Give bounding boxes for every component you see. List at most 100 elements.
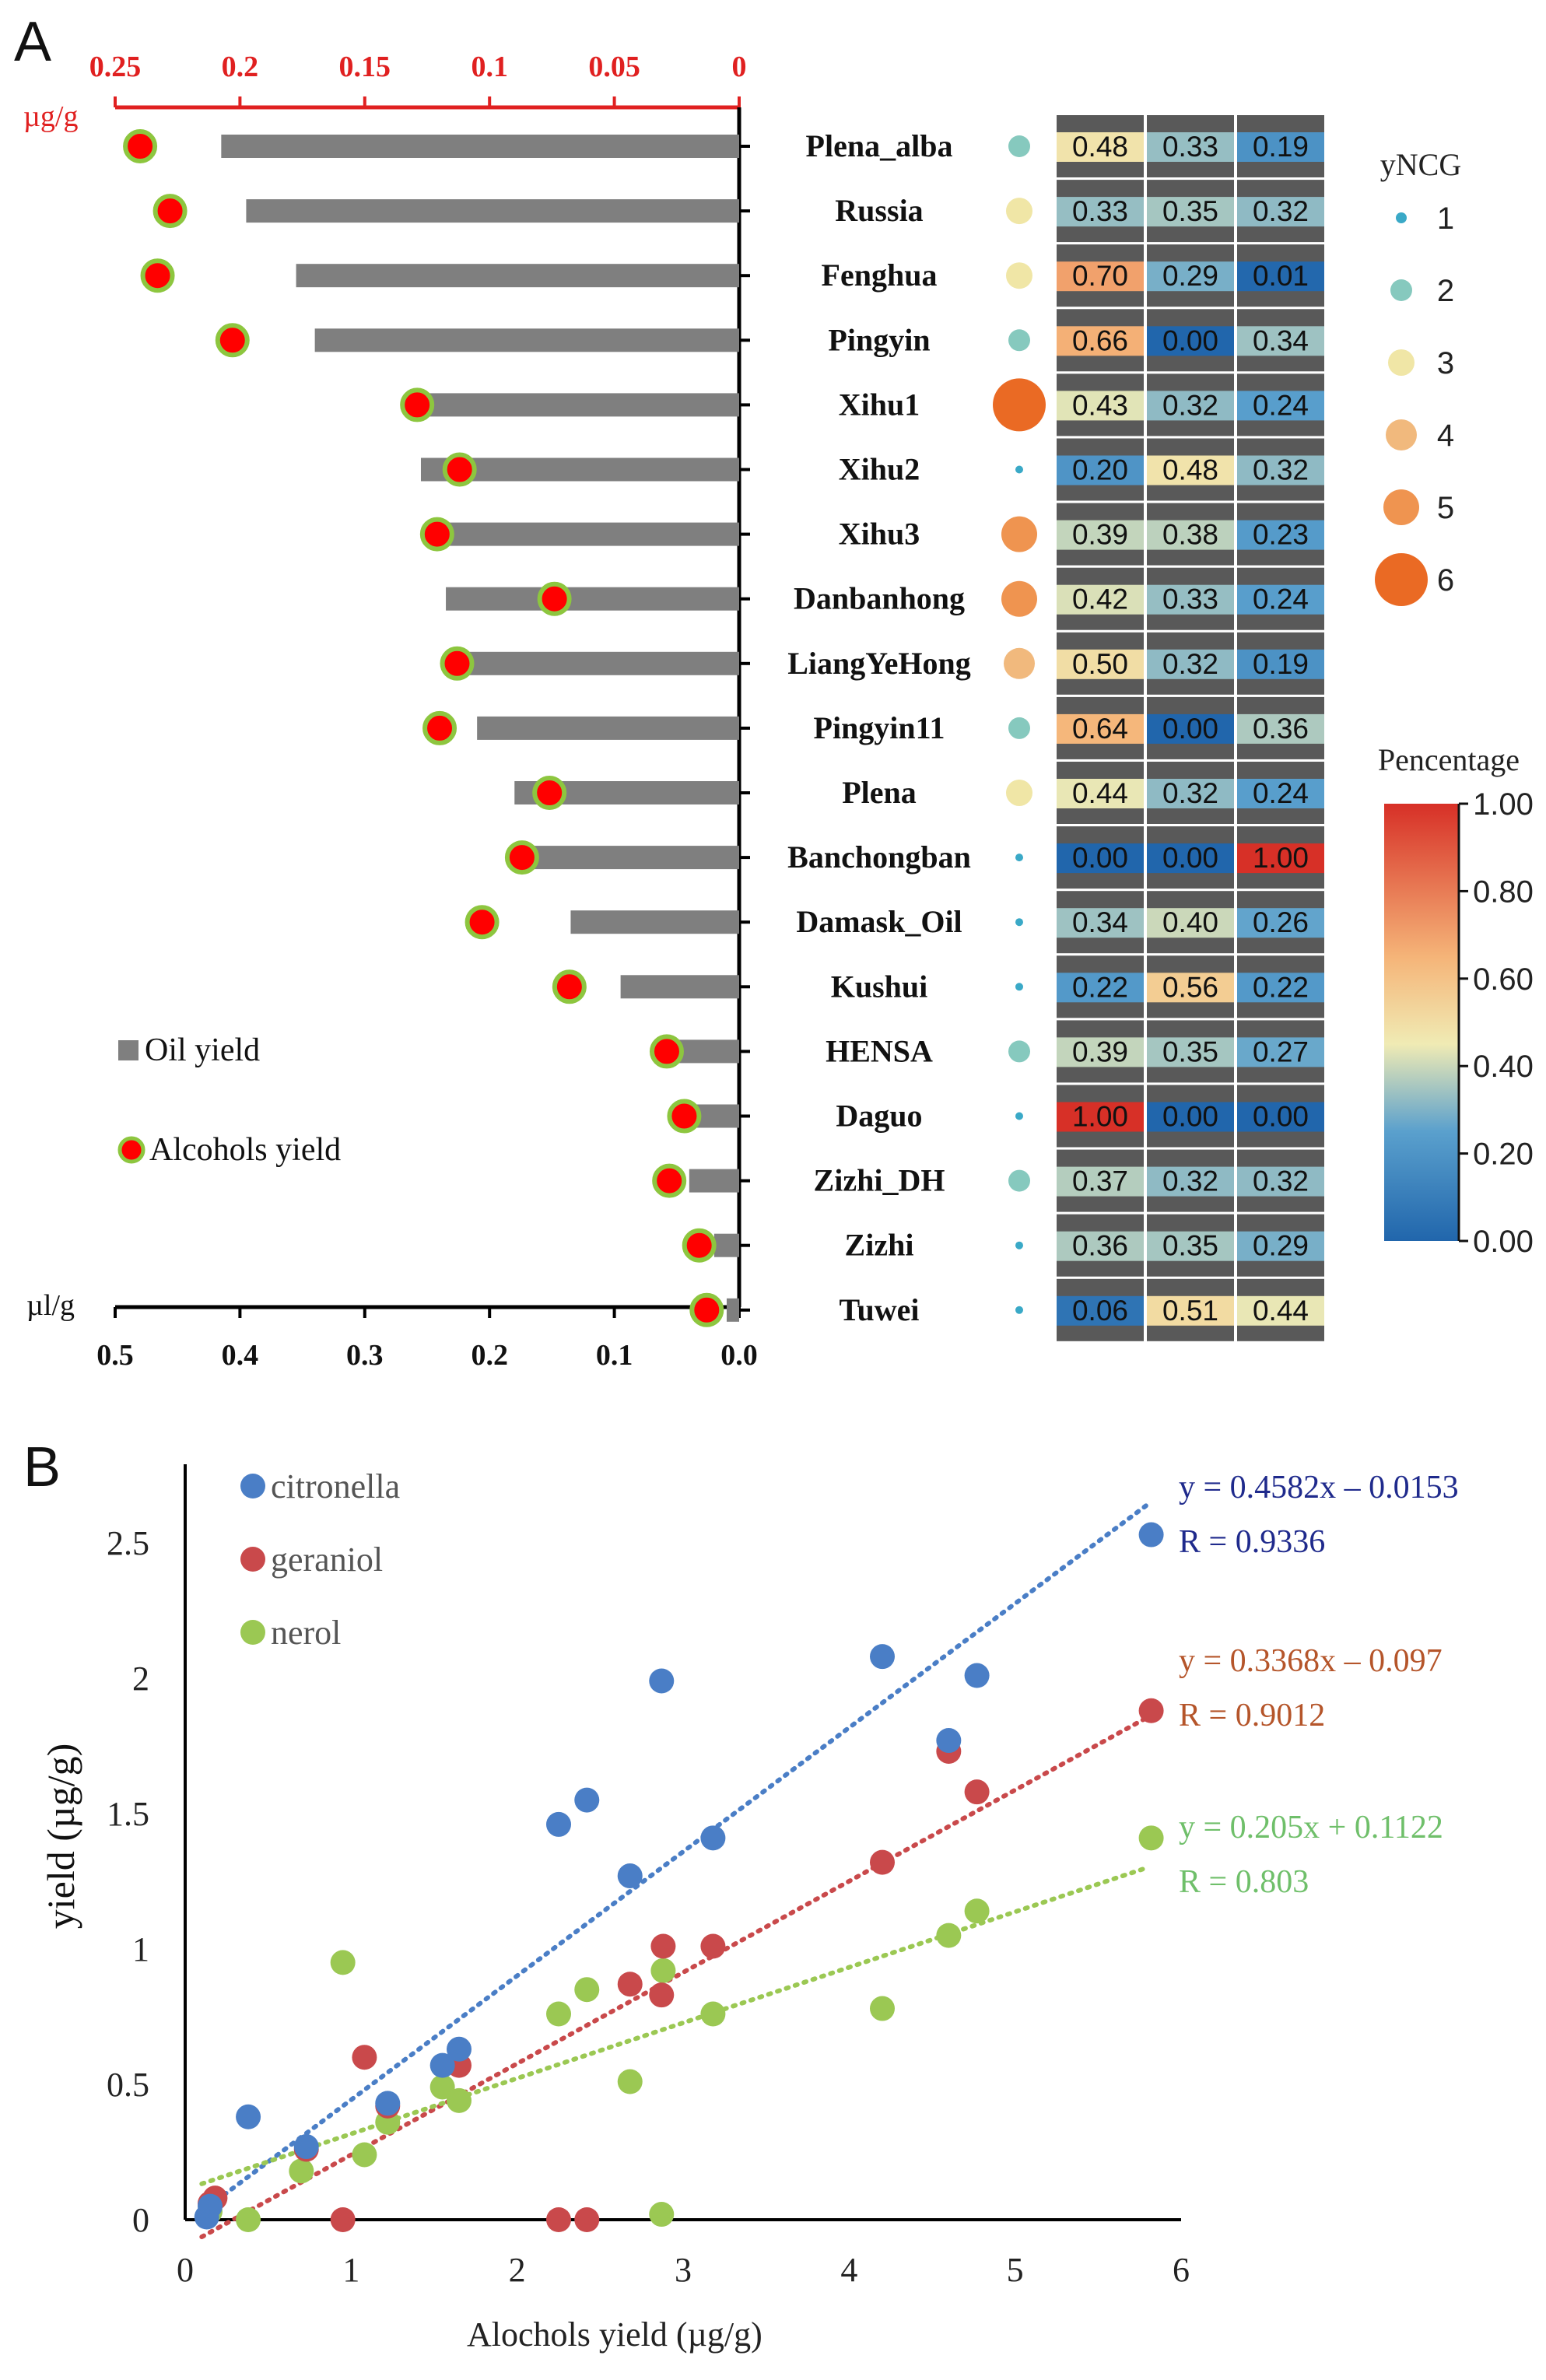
percentage-colorbar: Pencentage 1.00 0.80 0.60 0.40 0.20 0.00 — [1378, 742, 1534, 1259]
alcohols-yield-dot — [682, 1228, 717, 1263]
heatmap-value: 0.35 — [1162, 1230, 1218, 1262]
citronella-point — [429, 2052, 455, 2078]
top-axis-tick-label: 0.05 — [588, 51, 640, 83]
heatmap-cell — [1057, 1166, 1144, 1197]
heatmap-value: 0.50 — [1072, 648, 1128, 680]
heatmap-cell — [1147, 1037, 1234, 1067]
citronella-r-value: R = 0.9336 — [1179, 1524, 1325, 1560]
yncg-legend-label: 2 — [1437, 274, 1454, 308]
y-tick-label: 1.5 — [107, 1795, 149, 1833]
cultivar-label: Xihu2 — [839, 452, 920, 487]
heatmap-cell — [1147, 713, 1234, 744]
nerol-point — [1138, 1825, 1164, 1851]
geraniol-trend-line — [199, 1714, 1151, 2240]
heatmap-value: 0.36 — [1072, 1230, 1128, 1262]
nerol-point — [289, 2158, 314, 2184]
heatmap-cell — [1147, 779, 1234, 808]
oil-yield-bar — [620, 975, 739, 999]
cultivar-label: Xihu3 — [839, 517, 920, 552]
heatmap-cell — [1147, 391, 1234, 421]
heatmap-cell — [1237, 1102, 1324, 1132]
heatmap-value: 0.19 — [1253, 648, 1309, 680]
y-tick-label: 2.5 — [107, 1524, 149, 1562]
oil-yield-bar — [221, 135, 740, 158]
heatmap-value: 0.64 — [1072, 713, 1128, 745]
nerol-trend-line — [199, 1865, 1151, 2186]
citronella-point — [546, 1811, 571, 1837]
oil-yield-bar — [726, 1298, 739, 1322]
heatmap-value: 0.33 — [1162, 584, 1218, 615]
alcohols-yield-dot — [652, 1163, 687, 1198]
heatmap-value: 0.48 — [1162, 454, 1218, 486]
oil-yield-bar — [713, 1233, 739, 1257]
nerol-point — [574, 1977, 600, 2003]
x-axis-title: Alochols yield (µg/g) — [467, 2315, 762, 2354]
alcohols-yield-dot — [532, 776, 567, 810]
nerol-point — [447, 2087, 472, 2113]
geraniol-point — [1138, 1698, 1164, 1723]
alcohols-yield-dot — [422, 710, 457, 745]
oil-yield-bar — [689, 1169, 739, 1193]
alcohols-yield-dot — [465, 905, 500, 940]
heatmap-value: 1.00 — [1072, 1101, 1128, 1133]
oil-yield-bar — [296, 264, 740, 288]
heatmap-value: 0.39 — [1072, 1036, 1128, 1067]
heatmap-value: 0.44 — [1072, 777, 1128, 809]
yncg-legend-circle — [1390, 279, 1412, 301]
heatmap-cell — [1057, 520, 1144, 550]
heatmap-value: 0.00 — [1072, 842, 1128, 874]
colorbar-tick-label: 0.20 — [1473, 1137, 1534, 1172]
heatmap-value: 0.32 — [1253, 195, 1309, 227]
colorbar-tick-label: 1.00 — [1473, 787, 1534, 822]
heatmap-value: 0.23 — [1253, 519, 1309, 551]
citronella-trend-line — [199, 1502, 1151, 2214]
cultivar-label: Pingyin11 — [814, 710, 945, 745]
x-tick-label: 0 — [177, 2251, 194, 2289]
colorbar-tick-label: 0.60 — [1473, 962, 1534, 997]
heatmap-cell — [1237, 520, 1324, 550]
yncg-circle — [1015, 465, 1023, 474]
heatmap-cell — [1147, 843, 1234, 874]
top-axis-unit: µg/g — [23, 100, 78, 133]
heatmap-value: 0.36 — [1253, 713, 1309, 745]
x-tick-label: 1 — [342, 2251, 359, 2289]
cultivar-label: Damask_Oil — [796, 904, 962, 939]
citronella-point — [198, 2193, 223, 2219]
y-tick-label: 1 — [132, 1930, 149, 1968]
bottom-axis-tick-label: 0.5 — [96, 1339, 134, 1372]
heatmap-cell — [1237, 1295, 1324, 1326]
alcohols-yield-dot — [504, 840, 539, 875]
citronella-point — [617, 1863, 643, 1889]
heatmap-value: 0.32 — [1253, 454, 1309, 486]
bottom-axis-tick-label: 0.2 — [471, 1339, 508, 1372]
citronella-point — [375, 2091, 401, 2116]
nerol-point — [236, 2207, 261, 2232]
yncg-circle — [1006, 780, 1032, 806]
geraniol-point — [617, 1972, 643, 1997]
alcohols-yield-dot — [215, 323, 250, 358]
heatmap-cell — [1237, 1037, 1324, 1067]
heatmap-cell — [1147, 1231, 1234, 1261]
oil-yield-bar — [420, 393, 739, 417]
panel-label-b: B — [23, 1436, 61, 1498]
heatmap-value: 0.00 — [1253, 1101, 1309, 1133]
heatmap-cell — [1237, 713, 1324, 744]
heatmap-cell — [1057, 779, 1144, 808]
oil-yield-bar — [440, 522, 739, 546]
heatmap-cell — [1147, 1295, 1234, 1326]
heatmap-value: 0.00 — [1162, 713, 1218, 745]
panel-label-a: A — [14, 11, 51, 73]
heatmap-cell — [1237, 326, 1324, 356]
heatmap-cell — [1237, 584, 1324, 615]
y-axis-title: yield (µg/g) — [39, 1744, 82, 1929]
bottom-axis-tick-label: 0.4 — [222, 1339, 259, 1372]
heatmap-cell — [1147, 455, 1234, 485]
oil-yield-bar — [458, 651, 739, 675]
yncg-circle — [1004, 647, 1035, 679]
cultivar-label: Danbanhong — [794, 581, 965, 616]
heatmap-value: 0.34 — [1072, 906, 1128, 938]
yncg-circle — [1015, 918, 1023, 927]
citronella-point — [447, 2036, 472, 2062]
heatmap-value: 0.40 — [1162, 906, 1218, 938]
cultivar-label: Russia — [835, 193, 923, 228]
